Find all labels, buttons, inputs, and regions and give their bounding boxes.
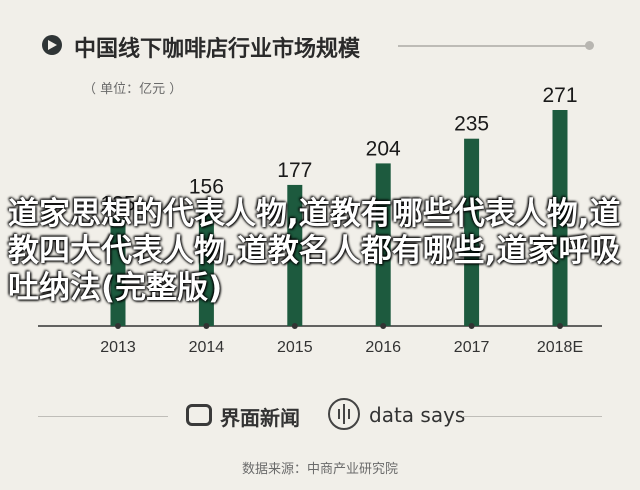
value-label-2016: 204 bbox=[366, 137, 401, 160]
tick-dot-2015 bbox=[291, 323, 298, 329]
x-tick-label-2016: 2016 bbox=[365, 339, 401, 356]
bar-2018E bbox=[552, 110, 568, 326]
tick-dot-2018E bbox=[557, 323, 563, 329]
tick-dot-2016 bbox=[380, 323, 387, 329]
bar-2015 bbox=[287, 184, 303, 326]
x-tick-label-2018E: 2018E bbox=[537, 339, 583, 356]
value-label-2013: 135 bbox=[100, 192, 135, 215]
jiemian-label: 界面新闻 bbox=[220, 406, 300, 430]
chart-title: 中国线下咖啡店行业市场规模 bbox=[74, 37, 361, 62]
chart-header: 中国线下咖啡店行业市场规模 bbox=[42, 30, 600, 62]
data-source: 数据来源：中商产业研究院 bbox=[241, 462, 398, 477]
value-label-2018E: 271 bbox=[542, 84, 577, 107]
footer-rule-left bbox=[38, 416, 168, 417]
footer-rule-right bbox=[462, 416, 602, 417]
value-label-2015: 177 bbox=[277, 159, 312, 182]
bar-2016 bbox=[375, 163, 391, 326]
x-tick-label-2013: 2013 bbox=[100, 339, 136, 356]
tick-dot-2013 bbox=[115, 323, 121, 329]
value-label-2017: 235 bbox=[454, 113, 489, 136]
bar-2017 bbox=[464, 138, 480, 326]
footer-brand: 界面新闻 data says bbox=[38, 390, 602, 442]
x-tick-label-2014: 2014 bbox=[189, 339, 225, 356]
x-tick-label-2015: 2015 bbox=[277, 339, 313, 356]
bar-2013 bbox=[110, 218, 126, 326]
header-rule-end-dot bbox=[585, 41, 594, 50]
overlay-caption: 道家思想的代表人物,道教有哪些代表人物,道教四大代表人物,道教名人都有哪些,道家… bbox=[8, 196, 621, 306]
header-rule bbox=[398, 45, 590, 47]
tick-dot-2014 bbox=[203, 323, 210, 329]
jiemian-logo-icon bbox=[186, 404, 212, 426]
value-label-2014: 156 bbox=[189, 176, 224, 199]
tick-dot-2017 bbox=[468, 323, 475, 329]
bar-2014 bbox=[198, 201, 214, 326]
unit-note: （ 单位：亿元 ） bbox=[83, 82, 183, 97]
x-tick-label-2017: 2017 bbox=[454, 339, 490, 356]
datasays-label: data says bbox=[369, 403, 466, 427]
play-icon bbox=[42, 35, 62, 55]
datasays-logo-icon bbox=[328, 398, 360, 430]
